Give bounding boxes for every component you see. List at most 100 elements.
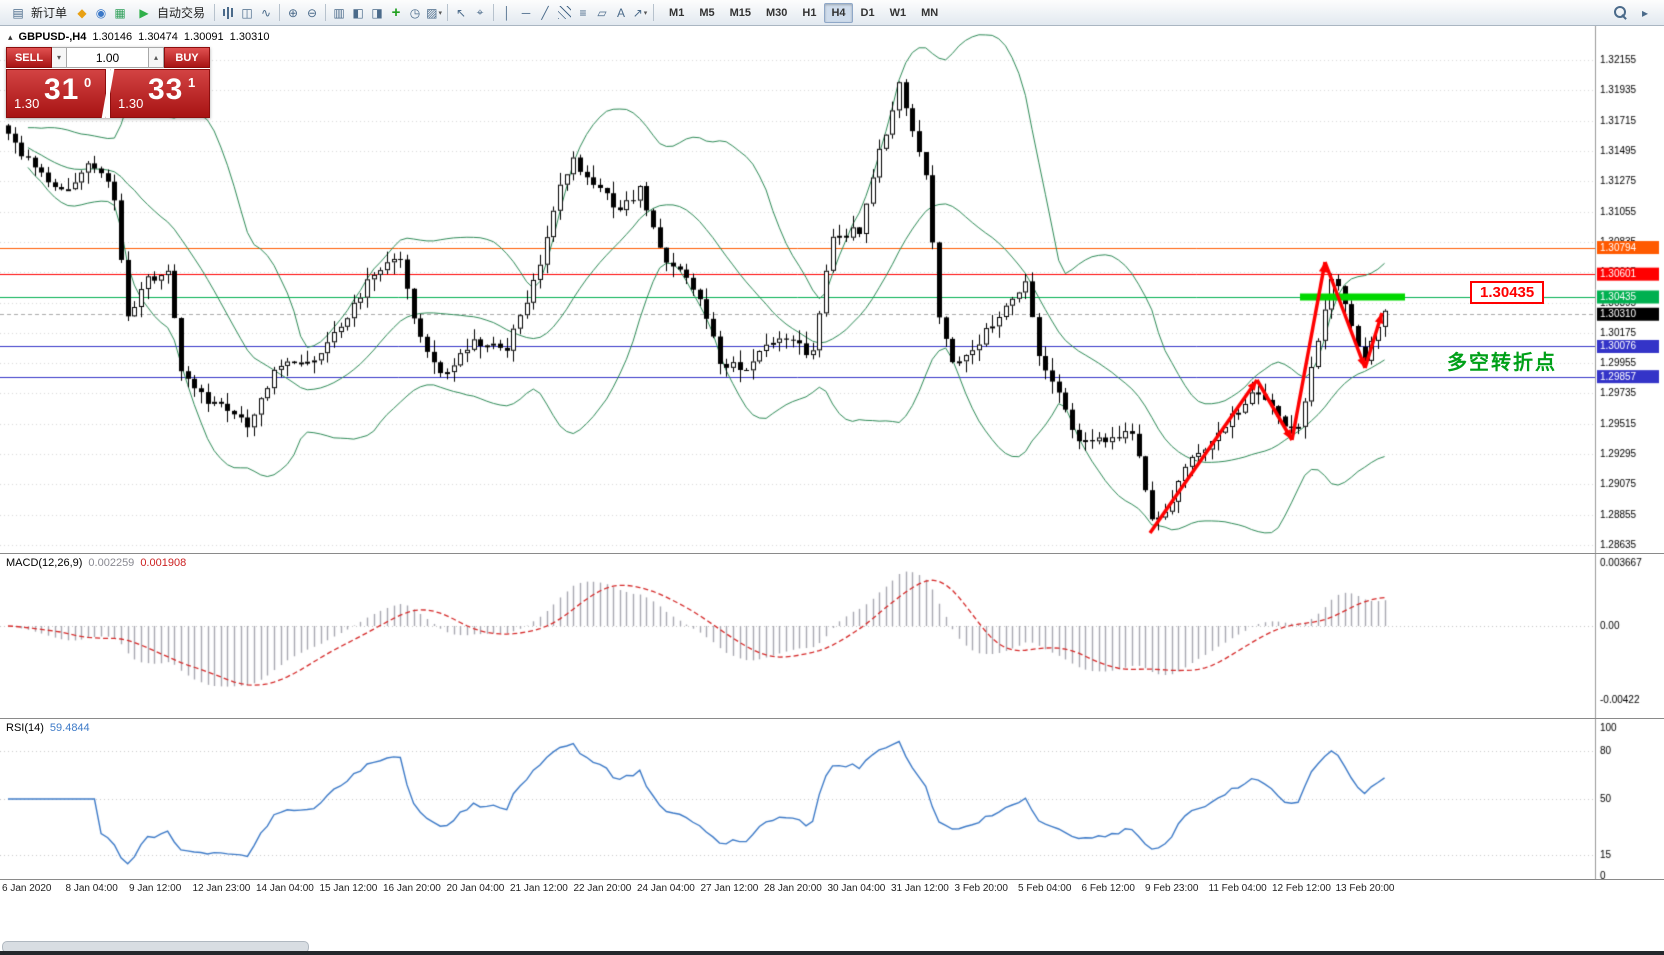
date-label: 3 Feb 20:00 [954, 883, 1008, 894]
vertical-line-icon[interactable]: │ [503, 5, 511, 20]
trade-panel-top-row: SELL ▾ ▴ BUY [6, 47, 210, 68]
periods-icon[interactable]: ◷ [409, 5, 421, 20]
channel-icon[interactable] [555, 4, 573, 22]
candlestick-chart-icon[interactable]: ◫ [241, 5, 253, 20]
toolbar-separator [653, 4, 655, 21]
toolbar-separator [279, 4, 281, 21]
search-lens [1614, 5, 1626, 18]
bar-chart-icon[interactable] [219, 4, 237, 22]
date-label: 24 Jan 04:00 [637, 883, 695, 894]
chart-high: 1.30474 [138, 31, 178, 43]
date-label: 14 Jan 04:00 [256, 883, 314, 894]
templates-icon[interactable]: ▨ ▾ [426, 5, 442, 20]
search-icon[interactable] [1612, 4, 1630, 22]
chevron-down-icon: ▾ [643, 9, 648, 17]
cursor-icon[interactable]: ↖ [456, 5, 467, 20]
date-label: 15 Jan 12:00 [319, 883, 378, 894]
indicators-add-icon[interactable]: + [391, 4, 401, 21]
buy-price-main: 1.30 [118, 96, 144, 111]
date-label: 31 Jan 12:00 [891, 883, 949, 894]
timeframe-button-m30[interactable]: M30 [766, 6, 788, 19]
buy-price-box[interactable]: 1.30 33 1 [110, 69, 210, 118]
rsi-value: 59.4844 [49, 722, 90, 734]
main-chart-canvas[interactable] [0, 26, 1664, 553]
charts-icon[interactable]: ▦ [114, 5, 126, 20]
zoom-in-icon[interactable]: ⊕ [288, 5, 299, 20]
macd-panel-canvas[interactable] [0, 554, 1664, 718]
timeframe-button-mn[interactable]: MN [921, 6, 939, 19]
date-label: 12 Jan 23:00 [192, 883, 251, 894]
arrow-tools-icon[interactable]: ↗ ▾ [632, 5, 648, 20]
one-click-collapse-arrow[interactable]: ▴ [8, 31, 13, 42]
date-label: 30 Jan 04:00 [827, 883, 886, 894]
one-click-trading-panel: SELL ▾ ▴ BUY 1.30 31 0 1.30 33 1 [6, 47, 210, 118]
date-label: 21 Jan 12:00 [510, 883, 568, 894]
timeframe-group: M1 M5 M15 M30 H1 H4 D1 W1 MN [662, 2, 945, 23]
date-label: 28 Jan 20:00 [764, 883, 822, 894]
date-label: 20 Jan 04:00 [446, 883, 505, 894]
timeframe-button-m5[interactable]: M5 [699, 6, 715, 19]
new-order-button[interactable]: ▤ 新订单 [4, 2, 72, 24]
trendline-icon[interactable]: ╱ [541, 5, 549, 20]
new-order-label: 新订单 [31, 6, 68, 20]
macd-signal-value: 0.001908 [140, 557, 187, 569]
pointer-icon[interactable]: ▸ [1641, 5, 1649, 20]
macd-main-value: 0.002259 [88, 557, 135, 569]
text-tool-icon[interactable]: A [617, 5, 626, 20]
sell-button[interactable]: SELL [6, 47, 52, 68]
toolbar-separator [325, 4, 327, 21]
tile-windows-icon[interactable]: ▥ [333, 5, 345, 20]
timeframe-button-m15[interactable]: M15 [729, 6, 751, 19]
panel-separator [0, 553, 1664, 554]
new-order-icon: ▤ [12, 5, 24, 20]
timeframe-button-d1[interactable]: D1 [860, 6, 875, 19]
price-callout: 1.30435 [1470, 281, 1545, 304]
toolbar-separator [493, 4, 495, 21]
auto-trading-icon: ▶ [139, 5, 149, 20]
date-label: 22 Jan 20:00 [573, 883, 632, 894]
sell-price-sup: 0 [84, 75, 92, 90]
sell-price-big: 31 [44, 73, 80, 106]
rsi-label-row: RSI(14) 59.4844 [6, 722, 90, 734]
auto-scroll-icon[interactable]: ◧ [352, 5, 364, 20]
rsi-panel-canvas[interactable] [0, 719, 1664, 879]
line-chart-icon[interactable]: ∿ [261, 5, 272, 20]
date-label: 16 Jan 20:00 [383, 883, 441, 894]
toolbar-separator [447, 4, 449, 21]
date-label: 6 Feb 12:00 [1081, 883, 1135, 894]
date-label: 27 Jan 12:00 [700, 883, 759, 894]
chart-shift-icon[interactable]: ◨ [371, 5, 383, 20]
panel-separator [0, 879, 1664, 880]
buy-price-sup: 1 [188, 75, 196, 90]
trade-panel-price-row: 1.30 31 0 1.30 33 1 [6, 69, 210, 118]
timeframe-button-h4[interactable]: H4 [824, 2, 853, 23]
window-bottom-edge [0, 951, 1664, 955]
panel-separator [0, 718, 1664, 719]
date-label: 8 Jan 04:00 [65, 883, 118, 894]
buy-button[interactable]: BUY [164, 47, 210, 68]
chart-symbol: GBPUSD-,H4 [18, 31, 87, 43]
chart-close: 1.30310 [229, 31, 270, 43]
volume-decrease-button[interactable]: ▾ [52, 47, 67, 68]
date-label: 12 Feb 12:00 [1272, 883, 1331, 894]
crosshair-icon[interactable]: ⌖ [476, 5, 484, 19]
macd-label: MACD(12,26,9) [6, 557, 83, 569]
horizontal-line-icon[interactable]: ─ [521, 5, 531, 20]
sell-price-box[interactable]: 1.30 31 0 [6, 69, 106, 118]
volume-increase-button[interactable]: ▴ [149, 47, 164, 68]
shapes-icon[interactable]: ▱ [597, 5, 607, 20]
timeframe-button-w1[interactable]: W1 [889, 6, 907, 19]
timeframe-button-m1[interactable]: M1 [669, 6, 685, 19]
macd-label-row: MACD(12,26,9) 0.002259 0.001908 [6, 557, 186, 569]
date-axis[interactable]: 6 Jan 2020 8 Jan 04:00 9 Jan 12:00 12 Jan 2… [0, 880, 1664, 898]
sell-price-main: 1.30 [14, 96, 40, 111]
fibonacci-icon[interactable]: ≡ [579, 5, 587, 20]
date-label: 13 Feb 20:00 [1335, 883, 1395, 894]
signals-icon[interactable]: ◆ [77, 5, 87, 20]
auto-trading-button[interactable]: ▶ 自动交易 [130, 2, 210, 24]
zoom-out-icon[interactable]: ⊖ [307, 5, 318, 20]
volume-input[interactable] [67, 47, 149, 68]
community-icon[interactable]: ◉ [95, 5, 107, 20]
annotation-text: 多空转折点 [1447, 352, 1557, 374]
timeframe-button-h1[interactable]: H1 [802, 6, 817, 19]
